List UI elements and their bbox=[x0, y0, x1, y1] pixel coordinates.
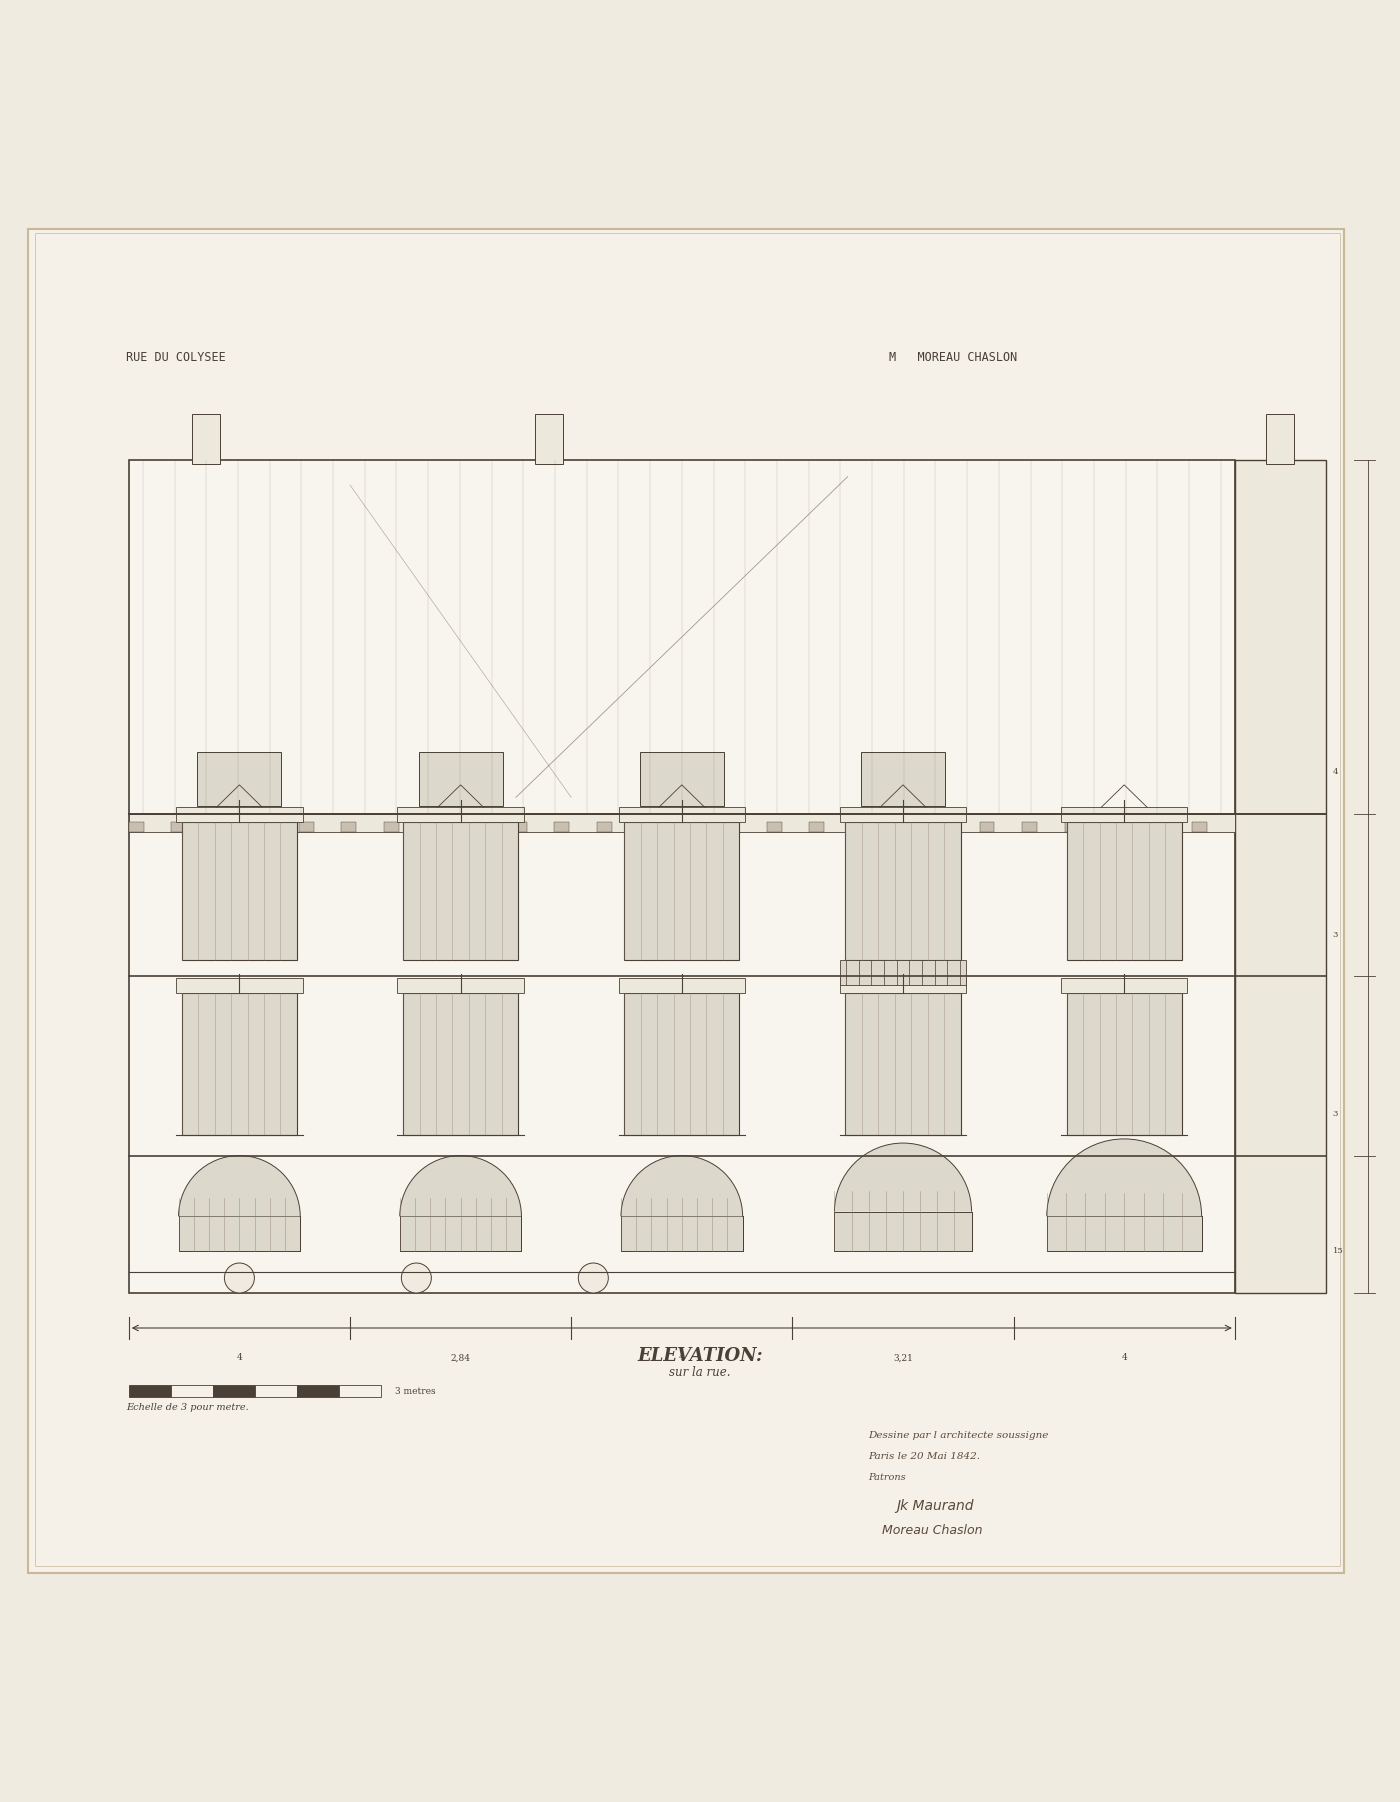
Bar bbox=[176, 807, 302, 822]
Bar bbox=[297, 1386, 339, 1397]
Text: Jk Maurand: Jk Maurand bbox=[896, 1499, 973, 1514]
FancyBboxPatch shape bbox=[28, 229, 1344, 1573]
Bar bbox=[400, 1216, 521, 1251]
Bar bbox=[682, 822, 697, 833]
Bar bbox=[129, 815, 1235, 833]
Bar bbox=[182, 822, 297, 960]
Bar bbox=[1022, 822, 1037, 833]
Bar bbox=[861, 751, 945, 805]
Bar bbox=[403, 822, 518, 960]
Bar bbox=[834, 1211, 972, 1251]
Text: 2,84: 2,84 bbox=[451, 1353, 470, 1362]
Bar bbox=[197, 751, 281, 805]
Wedge shape bbox=[179, 1155, 300, 1216]
Bar bbox=[511, 822, 526, 833]
Bar bbox=[182, 993, 297, 1135]
Bar bbox=[554, 822, 568, 833]
Bar bbox=[129, 460, 1235, 1294]
Bar bbox=[937, 822, 952, 833]
Text: ELEVATION:: ELEVATION: bbox=[637, 1348, 763, 1364]
Bar bbox=[624, 993, 739, 1135]
Bar bbox=[129, 822, 144, 833]
Text: RUE DU COLYSEE: RUE DU COLYSEE bbox=[126, 351, 225, 364]
Text: sur la rue.: sur la rue. bbox=[669, 1366, 731, 1379]
Bar bbox=[624, 822, 739, 960]
Text: 3 metres: 3 metres bbox=[395, 1386, 435, 1395]
Bar bbox=[171, 1386, 213, 1397]
Bar bbox=[398, 807, 524, 822]
Bar bbox=[129, 1386, 171, 1397]
Text: 4: 4 bbox=[237, 1353, 242, 1362]
Text: 4: 4 bbox=[1333, 768, 1338, 777]
Bar bbox=[640, 751, 724, 805]
Text: Moreau Chaslon: Moreau Chaslon bbox=[882, 1524, 983, 1537]
Bar bbox=[767, 822, 781, 833]
Circle shape bbox=[578, 1263, 609, 1294]
Wedge shape bbox=[834, 1142, 972, 1211]
Bar bbox=[1061, 978, 1187, 993]
Text: Dessine par l architecte soussigne: Dessine par l architecte soussigne bbox=[868, 1431, 1049, 1440]
Bar bbox=[1064, 822, 1079, 833]
Text: Paris le 20 Mai 1842.: Paris le 20 Mai 1842. bbox=[868, 1452, 980, 1461]
Text: Echelle de 3 pour metre.: Echelle de 3 pour metre. bbox=[126, 1404, 249, 1413]
Wedge shape bbox=[400, 1155, 521, 1216]
Bar bbox=[213, 1386, 255, 1397]
Text: 3,21: 3,21 bbox=[893, 1353, 913, 1362]
Bar bbox=[398, 978, 524, 993]
Bar bbox=[1235, 460, 1326, 1294]
Bar bbox=[1047, 1216, 1201, 1251]
Text: 15: 15 bbox=[1333, 1247, 1344, 1256]
Bar bbox=[256, 822, 272, 833]
Bar bbox=[724, 822, 739, 833]
Bar bbox=[980, 822, 994, 833]
Bar bbox=[1267, 414, 1294, 465]
Bar bbox=[1149, 822, 1165, 833]
Bar bbox=[840, 978, 966, 993]
Bar bbox=[214, 822, 228, 833]
Text: 4: 4 bbox=[1121, 1353, 1127, 1362]
Bar bbox=[300, 822, 314, 833]
Bar bbox=[403, 993, 518, 1135]
Text: Patrons: Patrons bbox=[868, 1474, 906, 1483]
Bar bbox=[596, 822, 612, 833]
Bar bbox=[1193, 822, 1207, 833]
Bar bbox=[1107, 822, 1121, 833]
Wedge shape bbox=[1047, 1139, 1201, 1216]
Bar bbox=[192, 414, 220, 465]
Bar bbox=[419, 751, 503, 805]
Text: 4: 4 bbox=[679, 1353, 685, 1362]
Bar bbox=[619, 978, 745, 993]
Bar bbox=[840, 807, 966, 822]
Text: 3: 3 bbox=[1333, 932, 1338, 939]
Text: 3: 3 bbox=[1333, 1110, 1338, 1117]
Bar bbox=[469, 822, 484, 833]
Bar bbox=[427, 822, 441, 833]
Bar bbox=[1067, 822, 1182, 960]
Bar bbox=[535, 414, 563, 465]
Bar bbox=[342, 822, 357, 833]
Bar bbox=[640, 822, 654, 833]
Bar bbox=[895, 822, 910, 833]
Bar bbox=[846, 822, 960, 960]
Bar bbox=[171, 822, 186, 833]
Bar bbox=[1067, 993, 1182, 1135]
Circle shape bbox=[402, 1263, 431, 1294]
Bar bbox=[179, 1216, 300, 1251]
Bar bbox=[255, 1386, 297, 1397]
Bar bbox=[840, 960, 966, 984]
Bar bbox=[176, 978, 302, 993]
Bar bbox=[809, 822, 825, 833]
Bar bbox=[619, 807, 745, 822]
Bar bbox=[846, 993, 960, 1135]
Circle shape bbox=[224, 1263, 255, 1294]
Bar bbox=[339, 1386, 381, 1397]
Bar bbox=[622, 1216, 742, 1251]
Text: M   MOREAU CHASLON: M MOREAU CHASLON bbox=[889, 351, 1018, 364]
Bar bbox=[853, 822, 867, 833]
Bar bbox=[1061, 807, 1187, 822]
Bar bbox=[384, 822, 399, 833]
Wedge shape bbox=[622, 1155, 742, 1216]
